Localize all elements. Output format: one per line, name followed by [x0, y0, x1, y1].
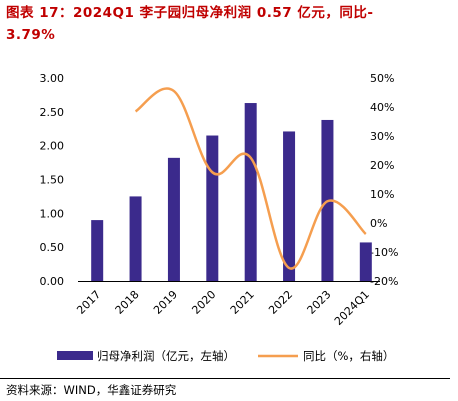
left-tick-label: 3.00 — [40, 72, 65, 85]
right-tick-label: -10% — [370, 246, 398, 259]
legend-bar-swatch — [57, 351, 93, 360]
right-tick-label: 0% — [370, 217, 387, 230]
right-tick-label: 50% — [370, 72, 394, 85]
bar — [359, 242, 372, 281]
x-tick-label: 2021 — [228, 288, 257, 317]
left-tick-label: 0.50 — [40, 241, 65, 254]
x-tick-label: 2017 — [74, 288, 103, 317]
right-tick-label: 40% — [370, 101, 394, 114]
bar — [167, 157, 180, 281]
bar-series — [91, 103, 372, 281]
left-tick-label: 2.50 — [40, 106, 65, 119]
x-tick-label: 2023 — [305, 288, 334, 317]
bar — [129, 196, 142, 281]
right-tick-label: 20% — [370, 159, 394, 172]
legend: 归母净利润（亿元，左轴） 同比（%，右轴） — [57, 349, 394, 363]
chart-title-line-1: 图表 17：2024Q1 李子园归母净利润 0.57 亿元，同比- — [6, 5, 374, 21]
x-tick-label: 2019 — [151, 288, 180, 317]
right-tick-label: -20% — [370, 275, 398, 288]
x-tick-label: 2024Q1 — [332, 288, 372, 328]
left-axis: 3.00 2.50 2.00 1.50 1.00 0.50 0.00 — [40, 72, 65, 288]
left-tick-label: 2.00 — [40, 140, 65, 153]
bar — [283, 131, 296, 281]
yoy-line — [134, 87, 367, 270]
right-axis: 50% 40% 30% 20% 10% 0% -10% -20% — [370, 72, 398, 288]
left-tick-label: 1.00 — [40, 207, 65, 220]
x-tick-label: 2022 — [266, 288, 295, 317]
x-tick-label: 2018 — [113, 288, 142, 317]
source-divider — [0, 378, 450, 379]
legend-bar-label: 归母净利润（亿元，左轴） — [97, 349, 235, 363]
line-series — [134, 87, 367, 270]
legend-line-label: 同比（%，右轴） — [303, 349, 394, 363]
chart-title-line-2: 3.79% — [6, 27, 56, 43]
right-tick-label: 30% — [370, 130, 394, 143]
source-note: 资料来源：WIND，华鑫证券研究 — [6, 383, 177, 397]
right-tick-label: 10% — [370, 188, 394, 201]
bar — [91, 220, 104, 281]
left-tick-label: 1.50 — [40, 174, 65, 187]
chart-title: 图表 17：2024Q1 李子园归母净利润 0.57 亿元，同比- 3.79% — [6, 2, 452, 46]
bar — [244, 103, 257, 281]
x-tick-label: 2020 — [189, 288, 218, 317]
left-tick-label: 0.00 — [40, 275, 65, 288]
bar — [206, 135, 219, 281]
